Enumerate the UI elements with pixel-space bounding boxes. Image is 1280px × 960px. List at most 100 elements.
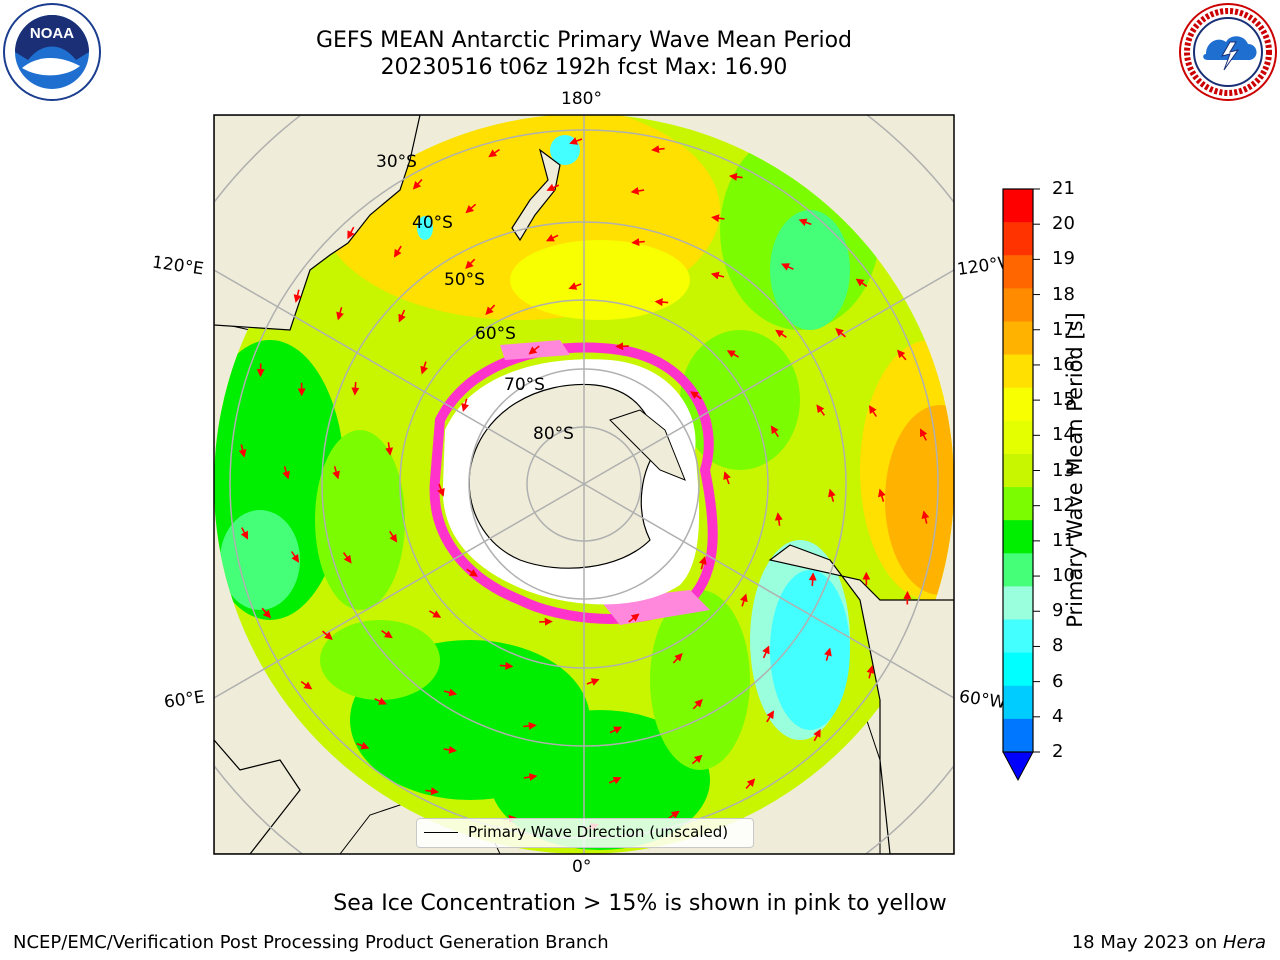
- wave-arrow: [723, 471, 731, 485]
- colorbar-tick-label: 2: [1052, 741, 1064, 762]
- colorbar-tick-label: 16: [1052, 353, 1075, 375]
- wave-direction-arrows: [238, 137, 930, 831]
- wave-arrow: [351, 382, 360, 396]
- wave-arrow: [774, 512, 783, 526]
- wave-arrow: [425, 787, 439, 796]
- wave-arrow: [420, 361, 428, 375]
- wave-arrow: [729, 172, 743, 181]
- wave-arrow: [808, 572, 817, 586]
- wave-arrow: [726, 350, 740, 358]
- wave-arrow: [385, 442, 394, 456]
- wave-arrow: [631, 238, 645, 247]
- wave-arrow: [710, 271, 725, 280]
- wave-arrow: [740, 593, 748, 607]
- wave-arrow: [240, 527, 249, 540]
- nws-logo: [1179, 3, 1277, 101]
- wave-arrow: [523, 773, 538, 782]
- wave-arrow: [855, 278, 868, 288]
- australia: [214, 115, 421, 331]
- wave-arrow: [465, 203, 477, 214]
- map-area: [214, 115, 954, 854]
- wave-arrow: [300, 680, 313, 690]
- wave-arrow: [896, 349, 907, 361]
- legend-line-swatch: [424, 832, 458, 833]
- wave-arrow: [586, 678, 600, 686]
- wave-arrow: [465, 258, 476, 269]
- colorbar-tick-label: 17: [1052, 318, 1075, 340]
- colorbar-tick-label: 15: [1052, 389, 1075, 411]
- wave-arrow: [293, 289, 302, 303]
- lat-label-40s: 40°S: [412, 213, 453, 233]
- wave-arrow: [835, 328, 847, 338]
- colorbar-tick-label: 9: [1052, 600, 1064, 622]
- wave-arrow: [389, 530, 398, 543]
- sea-ice-note: Sea Ice Concentration > 15% is shown in …: [333, 891, 947, 916]
- wave-arrow: [523, 721, 537, 730]
- lat-label-70s: 70°S: [504, 375, 545, 395]
- wave-arrow: [545, 234, 559, 242]
- wave-arrow: [816, 404, 826, 416]
- wave-arrow: [238, 444, 247, 458]
- madagascar-africa: [214, 739, 301, 854]
- wave-arrow: [866, 665, 875, 679]
- lon-label-180: 180°: [561, 89, 602, 109]
- wave-arrow: [608, 776, 622, 785]
- wave-arrow: [282, 466, 290, 480]
- wave-arrow: [691, 754, 703, 765]
- wave-arrow: [824, 647, 832, 661]
- wave-arrow: [528, 345, 540, 355]
- wave-arrow: [692, 699, 703, 710]
- colorbar-tick-label: 11: [1052, 529, 1075, 551]
- noaa-logo: NOAA: [3, 3, 101, 101]
- footer-date-text: 18 May 2023 on: [1071, 932, 1223, 953]
- footer-organization: NCEP/EMC/Verification Post Processing Pr…: [13, 932, 609, 953]
- wave-arrow: [291, 551, 300, 563]
- wave-arrow: [672, 653, 683, 664]
- lat-label-60s: 60°S: [475, 324, 516, 344]
- colorbar-tick-label: 18: [1052, 283, 1075, 305]
- wave-arrow: [461, 398, 470, 412]
- period-band-8s: [770, 570, 850, 730]
- colorbar-tick-label: 21: [1052, 178, 1075, 199]
- wave-arrow: [868, 405, 877, 417]
- wave-arrow: [485, 304, 496, 315]
- wave-arrow: [919, 428, 928, 441]
- wave-arrow: [651, 145, 665, 154]
- colorbar-tick-label: 8: [1052, 635, 1064, 657]
- wave-arrow: [828, 488, 836, 502]
- longitude-lines: [214, 115, 954, 854]
- chart-title: GEFS MEAN Antarctic Primary Wave Mean Pe…: [315, 28, 853, 53]
- wave-arrow: [546, 183, 560, 192]
- wave-arrow: [443, 688, 458, 697]
- wave-arrow: [690, 391, 702, 400]
- wave-arrow: [775, 329, 787, 338]
- chart-subtitle-run: 20230516 t06z 192h fcst Max: 16.90: [380, 55, 788, 80]
- new-zealand: [511, 148, 561, 242]
- wave-arrow: [628, 613, 640, 623]
- wave-arrow: [261, 607, 272, 619]
- wave-arrow: [332, 466, 340, 480]
- wave-arrow: [668, 810, 680, 820]
- wave-arrow: [745, 778, 756, 790]
- colorbar-tick-label: 14: [1052, 424, 1075, 446]
- land-over-ocean: [214, 115, 954, 854]
- wave-arrow: [398, 309, 406, 323]
- wave-arrow: [488, 148, 500, 158]
- wave-arrow: [568, 282, 582, 290]
- map-border: [213, 114, 955, 855]
- south-america: [768, 544, 954, 854]
- wave-arrow: [770, 425, 779, 438]
- wave-arrow: [698, 556, 707, 570]
- colorbar-tick-label: 12: [1052, 494, 1075, 516]
- wave-arrow: [356, 741, 370, 750]
- lat-label-30s: 30°S: [376, 152, 417, 172]
- wave-arrow: [347, 226, 355, 240]
- colorbar-label: Primary Wave Mean Period [s]: [1063, 312, 1087, 628]
- footer-host: Hera: [1222, 932, 1266, 953]
- legend-label: Primary Wave Direction (unscaled): [468, 823, 729, 841]
- colorbar-tick-label: 4: [1052, 705, 1064, 727]
- colorbar-tick-label: 20: [1052, 213, 1075, 235]
- arrow-legend: Primary Wave Direction (unscaled): [416, 818, 754, 848]
- wave-arrow: [921, 510, 930, 524]
